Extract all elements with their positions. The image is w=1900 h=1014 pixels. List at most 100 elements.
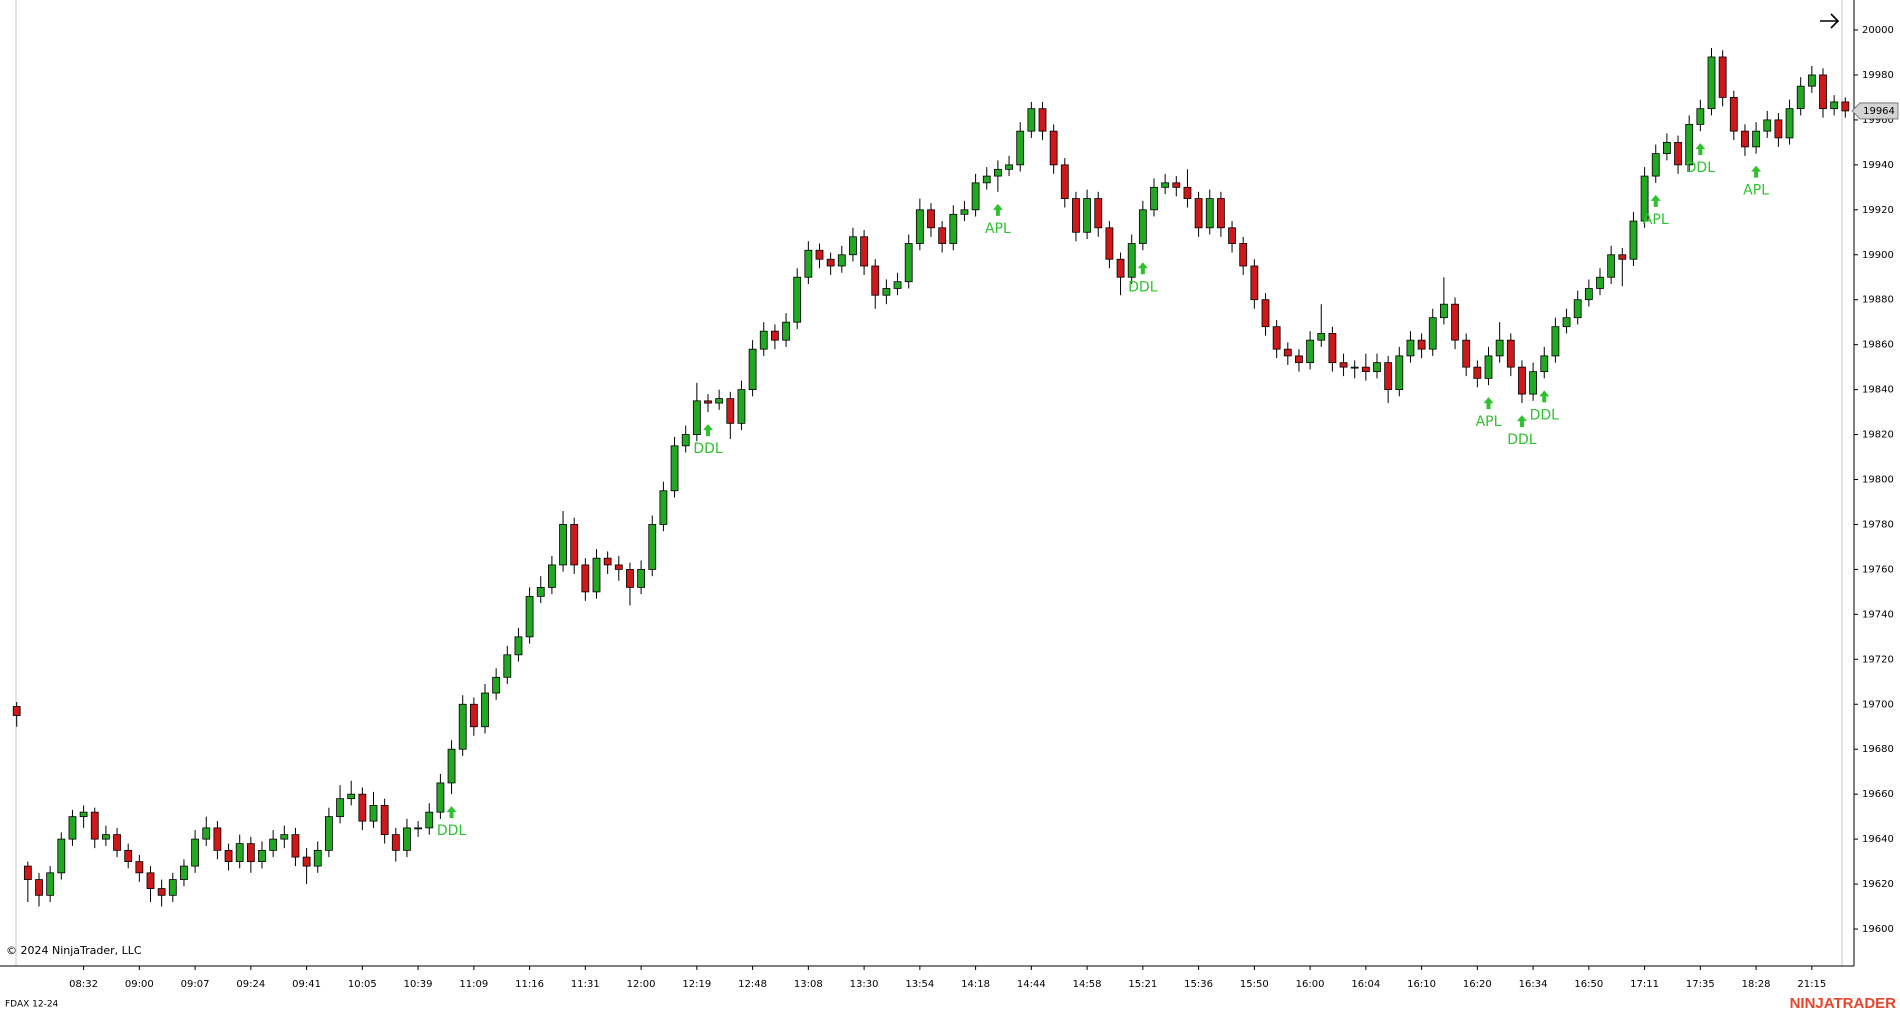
candle-body [168, 879, 177, 896]
x-tick-label: 12:19 [682, 979, 711, 990]
y-tick-label: 19700 [1862, 699, 1894, 710]
candle-body [915, 209, 924, 244]
candle-body [425, 811, 434, 829]
candle-body [124, 849, 133, 862]
y-tick-label: 19840 [1862, 385, 1894, 396]
y-tick-label: 19920 [1862, 205, 1894, 216]
candle-body [1406, 339, 1415, 357]
candle-body [1462, 339, 1471, 368]
candle-body [614, 564, 623, 570]
candle-body [1819, 74, 1827, 110]
y-tick-label: 19640 [1862, 834, 1894, 845]
candle-body [324, 816, 333, 851]
candle-body [347, 793, 356, 800]
last-price-tag [1851, 102, 1899, 120]
candle-body [1038, 108, 1047, 132]
signal-arrow [1516, 415, 1527, 428]
y-tick-label: 19980 [1862, 70, 1894, 81]
candle-body [1172, 182, 1181, 188]
signal-label: DDL [693, 441, 723, 457]
candle-body [1138, 209, 1147, 244]
x-tick-label: 21:15 [1797, 979, 1826, 990]
candle-body [1094, 198, 1103, 229]
y-tick-label: 19820 [1862, 430, 1894, 441]
candle-body [1049, 130, 1058, 166]
x-tick-label: 16:34 [1519, 979, 1548, 990]
signal-arrow [1483, 397, 1494, 410]
y-tick-label: 19800 [1862, 475, 1894, 486]
candle-body [213, 827, 222, 851]
candle-body [1640, 175, 1649, 222]
signal-label: DDL [437, 823, 467, 839]
candle-body [1618, 254, 1627, 260]
candle-body [35, 879, 43, 896]
candle-body [837, 254, 846, 267]
candle-body [1060, 164, 1069, 199]
candle-body [782, 321, 790, 341]
x-tick-label: 09:00 [125, 979, 154, 990]
signal-label: APL [1643, 212, 1669, 228]
signal-arrow [1751, 165, 1762, 178]
candle-body [102, 834, 110, 840]
candle-body [180, 865, 188, 880]
candle-body [860, 236, 868, 267]
candle-body [447, 748, 456, 784]
candle-body [1339, 362, 1348, 368]
candle-body [79, 811, 88, 818]
candle-body [1250, 265, 1259, 301]
signal-label: APL [1476, 414, 1502, 430]
logo: NINJATRADER [1790, 995, 1897, 1012]
candle-body [1830, 101, 1839, 110]
candle-body [113, 834, 121, 851]
candle-body [235, 843, 244, 862]
candle-body [704, 400, 712, 404]
signal-arrow [1539, 390, 1550, 403]
candle-body [592, 557, 601, 593]
x-tick-label: 16:00 [1296, 979, 1325, 990]
candle-body [1729, 97, 1738, 132]
candle-body [737, 389, 746, 424]
x-tick-label: 12:00 [627, 979, 656, 990]
candle-body [559, 524, 567, 566]
y-tick-label: 19780 [1862, 519, 1894, 530]
x-tick-label: 13:54 [905, 979, 934, 990]
y-tick-label: 19720 [1862, 654, 1894, 665]
candle-body [1428, 317, 1437, 350]
x-tick-label: 14:18 [961, 979, 990, 990]
candle-body [291, 834, 300, 858]
x-tick-label: 17:35 [1686, 979, 1715, 990]
x-tick-label: 09:24 [236, 979, 265, 990]
candle-body [692, 400, 701, 435]
x-tick-label: 16:04 [1351, 979, 1380, 990]
candle-body [436, 782, 445, 813]
candle-body [191, 838, 200, 867]
signal-arrow [1695, 143, 1706, 156]
candle-body [548, 564, 556, 588]
candle-body [202, 827, 211, 840]
candle-body [1239, 243, 1248, 267]
candle-body [1506, 339, 1515, 368]
candle-body [1685, 123, 1694, 166]
scroll-arrow-icon[interactable] [1820, 13, 1840, 29]
candle-body [1027, 108, 1036, 132]
x-tick-label: 11:16 [515, 979, 544, 990]
candle-body [1217, 198, 1225, 229]
x-tick-label: 15:50 [1240, 979, 1269, 990]
candle-body [715, 398, 724, 404]
candle-body [1774, 119, 1783, 139]
candle-body [369, 805, 378, 822]
candle-body [1841, 101, 1850, 112]
candle-body [1495, 339, 1504, 357]
candle-body [246, 843, 255, 862]
candle-body [23, 865, 32, 880]
candle-body [1016, 130, 1025, 166]
candle-body [1272, 326, 1281, 350]
candle-body [269, 838, 278, 851]
candle-body [481, 692, 489, 728]
candle-body [938, 227, 947, 244]
candle-body [994, 168, 1002, 177]
candle-body [1440, 303, 1448, 319]
candle-body [603, 557, 612, 566]
x-tick-label: 15:21 [1128, 979, 1157, 990]
candle-body [1796, 85, 1805, 110]
